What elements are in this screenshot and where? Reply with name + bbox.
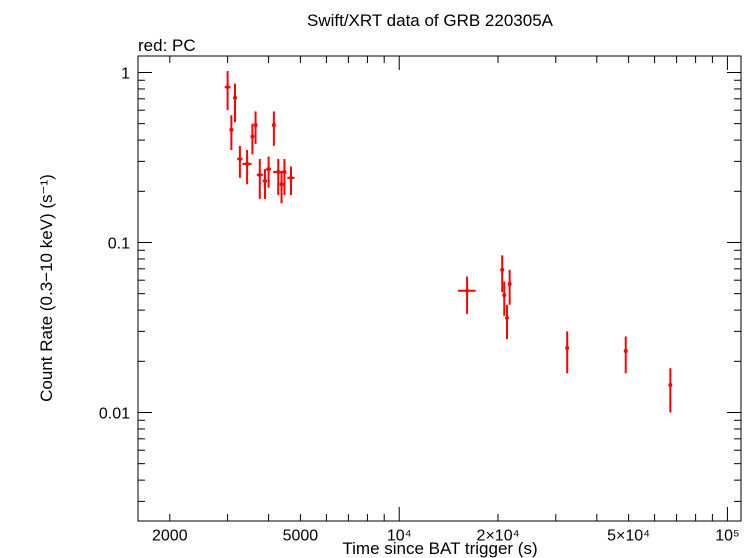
data-point <box>224 71 231 111</box>
data-point <box>229 115 234 150</box>
data-point <box>282 158 287 196</box>
data-points <box>224 71 673 413</box>
point-marker <box>500 267 505 272</box>
point-marker <box>623 348 628 353</box>
data-point <box>502 281 507 316</box>
data-point <box>504 304 509 340</box>
point-marker <box>233 95 238 100</box>
plot-area <box>137 55 742 522</box>
point-marker <box>565 345 570 350</box>
data-point <box>507 269 512 305</box>
data-point <box>237 145 243 178</box>
point-marker <box>253 123 258 128</box>
point-marker <box>504 315 509 320</box>
data-point <box>256 158 263 200</box>
x-tick-label: 5000 <box>283 527 319 544</box>
data-point <box>279 171 284 204</box>
point-marker <box>245 161 250 166</box>
y-axis-label: Count Rate (0.3−10 keV) (s⁻¹) <box>37 174 56 402</box>
point-marker <box>276 169 281 174</box>
x-axis-tick-labels: 2000 5000 10⁴ 2×10⁴ 5×10⁴ 10⁵ <box>152 527 740 544</box>
data-point <box>262 169 268 200</box>
plot-border <box>137 55 742 522</box>
point-marker <box>288 175 293 180</box>
x-tick-label: 2×10⁴ <box>477 527 520 544</box>
point-marker <box>237 156 242 161</box>
x-axis-label: Time since BAT trigger (s) <box>342 539 537 558</box>
x-tick-label: 10⁵ <box>715 527 739 544</box>
x-tick-label: 2000 <box>152 527 188 544</box>
data-point <box>233 83 238 123</box>
y-tick-label: 1 <box>121 65 130 82</box>
chart-title: Swift/XRT data of GRB 220305A <box>307 11 554 30</box>
data-point <box>253 111 258 144</box>
point-marker <box>266 167 271 172</box>
point-marker <box>465 288 470 293</box>
data-point <box>271 111 276 146</box>
data-point <box>500 255 505 293</box>
point-marker <box>257 172 262 177</box>
chart-subtitle: red: PC <box>138 36 196 55</box>
y-tick-label: 0.1 <box>108 235 130 252</box>
x-tick-label: 10⁴ <box>387 527 412 544</box>
point-marker <box>502 293 507 298</box>
data-point <box>287 166 295 196</box>
y-tick-label: 0.01 <box>99 405 130 422</box>
data-point <box>668 368 673 413</box>
data-point <box>457 276 476 314</box>
point-marker <box>271 123 276 128</box>
x-tick-label: 5×10⁴ <box>607 527 650 544</box>
point-marker <box>279 182 284 187</box>
data-point <box>266 156 272 188</box>
data-point <box>565 331 570 374</box>
data-point <box>242 149 252 185</box>
point-marker <box>507 281 512 286</box>
axis-ticks <box>138 56 741 521</box>
point-marker <box>229 127 234 132</box>
point-marker <box>668 383 673 388</box>
point-marker <box>225 85 230 90</box>
data-point <box>623 336 628 374</box>
point-marker <box>262 178 267 183</box>
point-marker <box>250 134 255 139</box>
y-axis-tick-labels: 1 0.1 0.01 <box>99 65 130 422</box>
point-marker <box>282 169 287 174</box>
data-point <box>250 123 255 155</box>
